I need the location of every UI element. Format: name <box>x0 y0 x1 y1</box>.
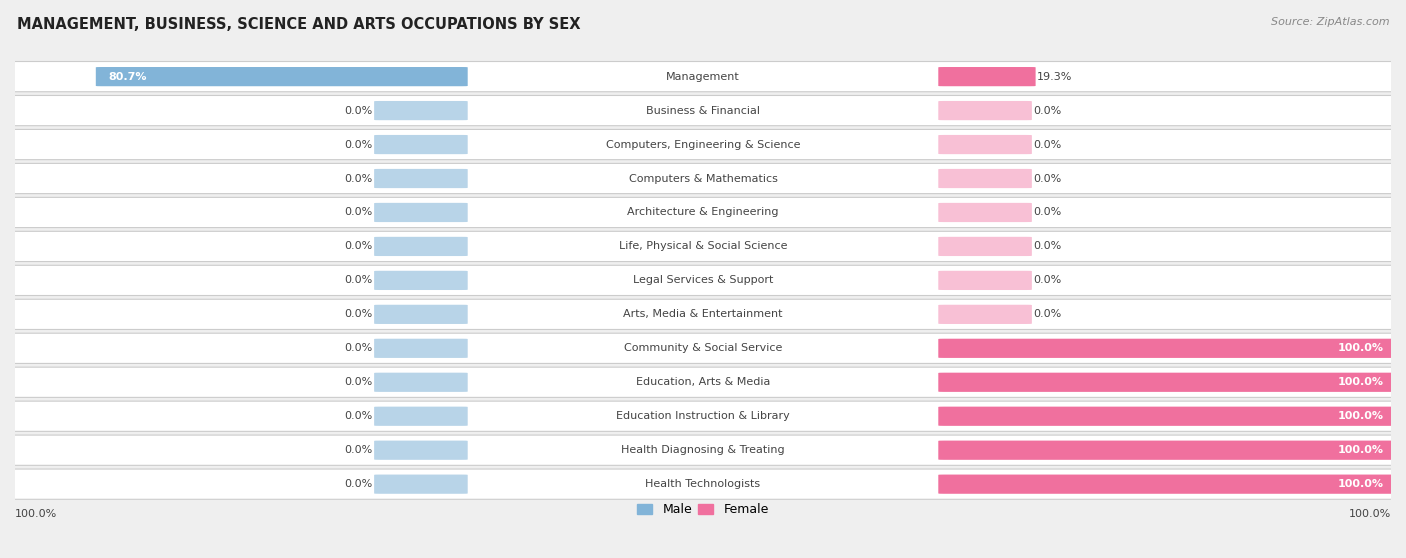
FancyBboxPatch shape <box>11 265 1395 296</box>
FancyBboxPatch shape <box>938 67 1036 86</box>
Text: 100.0%: 100.0% <box>1339 377 1384 387</box>
Text: 0.0%: 0.0% <box>344 479 373 489</box>
FancyBboxPatch shape <box>938 169 1032 188</box>
Text: 0.0%: 0.0% <box>344 105 373 116</box>
FancyBboxPatch shape <box>11 435 1395 465</box>
FancyBboxPatch shape <box>938 271 1032 290</box>
Text: Business & Financial: Business & Financial <box>645 105 761 116</box>
FancyBboxPatch shape <box>374 305 468 324</box>
FancyBboxPatch shape <box>11 198 1395 228</box>
Text: 100.0%: 100.0% <box>1339 479 1384 489</box>
FancyBboxPatch shape <box>374 237 468 256</box>
Text: Architecture & Engineering: Architecture & Engineering <box>627 208 779 218</box>
Text: Health Diagnosing & Treating: Health Diagnosing & Treating <box>621 445 785 455</box>
FancyBboxPatch shape <box>11 95 1395 126</box>
Text: 0.0%: 0.0% <box>344 309 373 319</box>
Text: 0.0%: 0.0% <box>1033 105 1062 116</box>
FancyBboxPatch shape <box>11 299 1395 329</box>
Text: 100.0%: 100.0% <box>1339 445 1384 455</box>
Text: 19.3%: 19.3% <box>1038 71 1073 81</box>
Text: 0.0%: 0.0% <box>344 242 373 252</box>
Text: 0.0%: 0.0% <box>344 140 373 150</box>
FancyBboxPatch shape <box>374 135 468 154</box>
FancyBboxPatch shape <box>11 232 1395 262</box>
Text: Life, Physical & Social Science: Life, Physical & Social Science <box>619 242 787 252</box>
FancyBboxPatch shape <box>11 401 1395 431</box>
FancyBboxPatch shape <box>374 441 468 460</box>
Text: 0.0%: 0.0% <box>1033 174 1062 184</box>
FancyBboxPatch shape <box>374 474 468 494</box>
FancyBboxPatch shape <box>938 203 1032 222</box>
Text: 80.7%: 80.7% <box>108 71 146 81</box>
FancyBboxPatch shape <box>938 101 1032 120</box>
FancyBboxPatch shape <box>11 61 1395 92</box>
Text: 100.0%: 100.0% <box>15 509 58 518</box>
Text: Management: Management <box>666 71 740 81</box>
Text: 0.0%: 0.0% <box>344 411 373 421</box>
Text: 0.0%: 0.0% <box>344 343 373 353</box>
FancyBboxPatch shape <box>374 339 468 358</box>
FancyBboxPatch shape <box>11 367 1395 397</box>
Text: 0.0%: 0.0% <box>1033 208 1062 218</box>
FancyBboxPatch shape <box>374 271 468 290</box>
FancyBboxPatch shape <box>374 169 468 188</box>
FancyBboxPatch shape <box>11 129 1395 160</box>
Text: Legal Services & Support: Legal Services & Support <box>633 276 773 285</box>
Text: Education Instruction & Library: Education Instruction & Library <box>616 411 790 421</box>
Text: Education, Arts & Media: Education, Arts & Media <box>636 377 770 387</box>
FancyBboxPatch shape <box>374 101 468 120</box>
Text: 0.0%: 0.0% <box>344 445 373 455</box>
Text: 100.0%: 100.0% <box>1339 343 1384 353</box>
Text: Health Technologists: Health Technologists <box>645 479 761 489</box>
Text: 0.0%: 0.0% <box>344 276 373 285</box>
Text: 100.0%: 100.0% <box>1339 411 1384 421</box>
FancyBboxPatch shape <box>938 407 1396 426</box>
Text: 0.0%: 0.0% <box>344 174 373 184</box>
FancyBboxPatch shape <box>96 67 468 86</box>
FancyBboxPatch shape <box>938 373 1396 392</box>
Text: 100.0%: 100.0% <box>1348 509 1391 518</box>
Text: Computers & Mathematics: Computers & Mathematics <box>628 174 778 184</box>
Text: MANAGEMENT, BUSINESS, SCIENCE AND ARTS OCCUPATIONS BY SEX: MANAGEMENT, BUSINESS, SCIENCE AND ARTS O… <box>17 17 581 32</box>
Text: 0.0%: 0.0% <box>344 208 373 218</box>
Text: Source: ZipAtlas.com: Source: ZipAtlas.com <box>1271 17 1389 27</box>
FancyBboxPatch shape <box>374 373 468 392</box>
FancyBboxPatch shape <box>11 333 1395 363</box>
Legend: Male, Female: Male, Female <box>633 498 773 521</box>
FancyBboxPatch shape <box>938 135 1032 154</box>
FancyBboxPatch shape <box>938 237 1032 256</box>
FancyBboxPatch shape <box>938 339 1396 358</box>
Text: Computers, Engineering & Science: Computers, Engineering & Science <box>606 140 800 150</box>
FancyBboxPatch shape <box>374 203 468 222</box>
Text: 0.0%: 0.0% <box>1033 140 1062 150</box>
FancyBboxPatch shape <box>938 441 1396 460</box>
Text: 0.0%: 0.0% <box>1033 309 1062 319</box>
Text: Arts, Media & Entertainment: Arts, Media & Entertainment <box>623 309 783 319</box>
Text: Community & Social Service: Community & Social Service <box>624 343 782 353</box>
FancyBboxPatch shape <box>11 163 1395 194</box>
Text: 0.0%: 0.0% <box>1033 276 1062 285</box>
FancyBboxPatch shape <box>11 469 1395 499</box>
Text: 0.0%: 0.0% <box>1033 242 1062 252</box>
Text: 0.0%: 0.0% <box>344 377 373 387</box>
FancyBboxPatch shape <box>938 305 1032 324</box>
FancyBboxPatch shape <box>374 407 468 426</box>
FancyBboxPatch shape <box>938 474 1396 494</box>
